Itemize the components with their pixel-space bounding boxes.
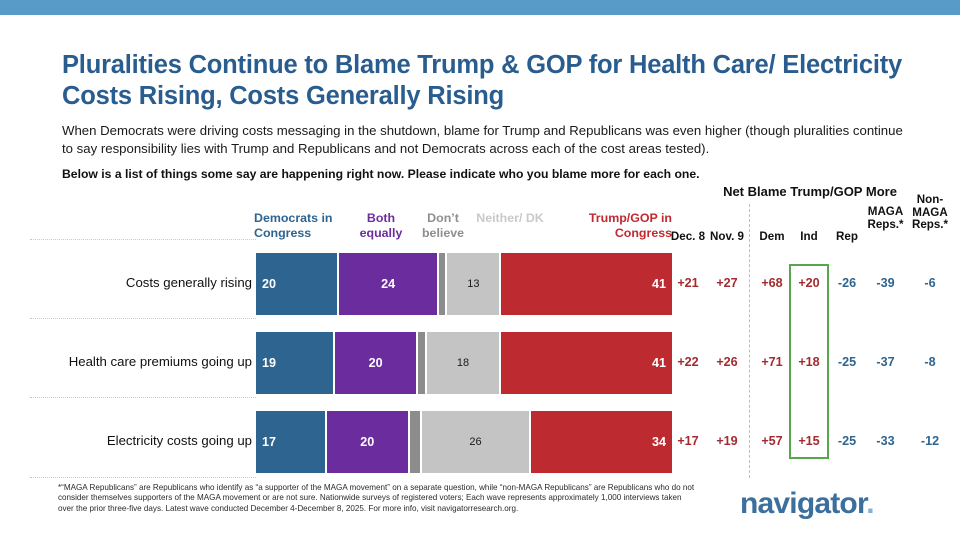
bar-segment-value: 20	[262, 277, 277, 291]
row-divider-dots	[30, 477, 256, 478]
net-value-ind: +18	[798, 355, 820, 369]
bar-segment-dem: 19	[256, 332, 336, 394]
net-value-maga: -37	[876, 355, 895, 369]
column-header-rep: Rep	[836, 230, 858, 243]
bar-segment-value: 34	[651, 435, 666, 449]
legend-trump-gop-in-congress: Trump/GOP in Congress	[588, 211, 672, 240]
net-value-nov9: +27	[716, 276, 738, 290]
bar-segment-dk	[409, 411, 423, 473]
column-header-non-maga-line1: Non-	[916, 193, 944, 206]
net-value-nonmaga: -12	[920, 434, 940, 448]
bar-segment-gop: 41	[501, 253, 672, 315]
bar-segment-value: 13	[467, 278, 480, 290]
column-header-dec8: Dec. 8	[670, 230, 706, 243]
bar-segment-value: 41	[651, 356, 666, 370]
net-value-dec8: +22	[677, 355, 699, 369]
independents-highlight-box	[789, 264, 829, 459]
row-label: Health care premiums going up	[68, 354, 252, 369]
bar-segment-value: 24	[381, 277, 396, 291]
bar-segment-gop: 41	[501, 332, 672, 394]
row-label: Electricity costs going up	[106, 433, 252, 448]
bar-segment-value: 41	[651, 277, 666, 291]
net-value-dem: +68	[761, 276, 783, 290]
bar-segment-dem: 17	[256, 411, 327, 473]
legend-democrats-in-congress: Democrats in Congress	[254, 211, 333, 240]
question-prompt: Below is a list of things some say are h…	[62, 167, 700, 181]
column-header-dem: Dem	[759, 230, 785, 243]
bar-segment-value: 17	[262, 435, 277, 449]
column-header-maga-line1: MAGA	[867, 205, 904, 218]
column-header-maga-line2: Reps.*	[867, 217, 904, 231]
net-value-rep: -25	[837, 355, 857, 369]
legend-neither-dk: Neither/ DK	[476, 211, 544, 225]
net-value-ind: +15	[798, 434, 820, 448]
legend-dont-believe: Don’t believe	[421, 211, 465, 240]
net-value-dem: +57	[761, 434, 783, 448]
column-header-ind: Ind	[800, 230, 818, 243]
bar-segment-dem: 20	[256, 253, 340, 315]
page-title: Pluralities Continue to Blame Trump & GO…	[62, 51, 902, 110]
navigator-logo: navigator.	[740, 487, 874, 521]
net-value-rep: -25	[837, 434, 857, 448]
logo-wordmark: navigator	[740, 487, 867, 520]
bar-segment-value: 26	[469, 436, 482, 448]
bar-segment-both: 20	[335, 332, 419, 394]
bar-segment-dont: 13	[447, 253, 502, 315]
net-value-maga: -33	[876, 434, 895, 448]
bar-segment-gop: 34	[530, 411, 672, 473]
bar-segment-both: 20	[326, 411, 410, 473]
net-value-nov9: +19	[716, 434, 738, 448]
net-value-nov9: +26	[716, 355, 738, 369]
net-value-rep: -26	[837, 276, 857, 290]
row-divider-dots	[30, 318, 256, 319]
row-label: Costs generally rising	[125, 275, 252, 290]
net-value-dec8: +17	[677, 434, 699, 448]
stacked-bar-row: 19 20 18 41	[256, 332, 672, 394]
footnote-text: *“MAGA Republicans” are Republicans who …	[58, 483, 695, 513]
net-value-dem: +71	[761, 355, 783, 369]
row-divider-dots	[30, 397, 256, 398]
bar-segment-value: 20	[368, 356, 383, 370]
bar-segment-both: 24	[339, 253, 440, 315]
bar-segment-value: 18	[456, 357, 470, 369]
net-value-ind: +20	[798, 276, 820, 290]
column-header-non-maga-line2: MAGA	[912, 205, 948, 219]
logo-dot: .	[866, 487, 874, 520]
row-divider-dots	[30, 239, 256, 240]
net-value-nonmaga: -8	[924, 355, 936, 369]
top-accent-bar	[0, 0, 960, 15]
column-header-non-maga-line3: Reps.*	[911, 218, 949, 231]
net-panel-title: Net Blame Trump/GOP More	[723, 184, 897, 199]
net-value-dec8: +21	[677, 276, 699, 290]
bar-segment-dk	[418, 332, 427, 394]
column-header-nov9: Nov. 9	[710, 230, 744, 243]
subtitle-text: When Democrats were driving costs messag…	[62, 123, 903, 156]
column-header-maga-reps: MAGA Reps.*	[862, 205, 909, 231]
bar-segment-value: 19	[262, 356, 277, 370]
stacked-bar-row: 17 20 26 34	[256, 411, 672, 473]
net-panel-divider	[749, 204, 750, 478]
bar-segment-dont: 18	[426, 332, 502, 394]
bar-segment-dk	[439, 253, 448, 315]
net-value-nonmaga: -6	[924, 276, 936, 290]
net-value-maga: -39	[876, 276, 895, 290]
bar-segment-dont: 26	[422, 411, 531, 473]
legend-both-equally: Both equally	[359, 211, 403, 240]
column-header-non-maga-reps: Non- MAGA Reps.*	[905, 193, 955, 232]
bar-segment-value: 20	[360, 435, 375, 449]
stacked-bar-row: 20 24 13 41	[256, 253, 672, 315]
